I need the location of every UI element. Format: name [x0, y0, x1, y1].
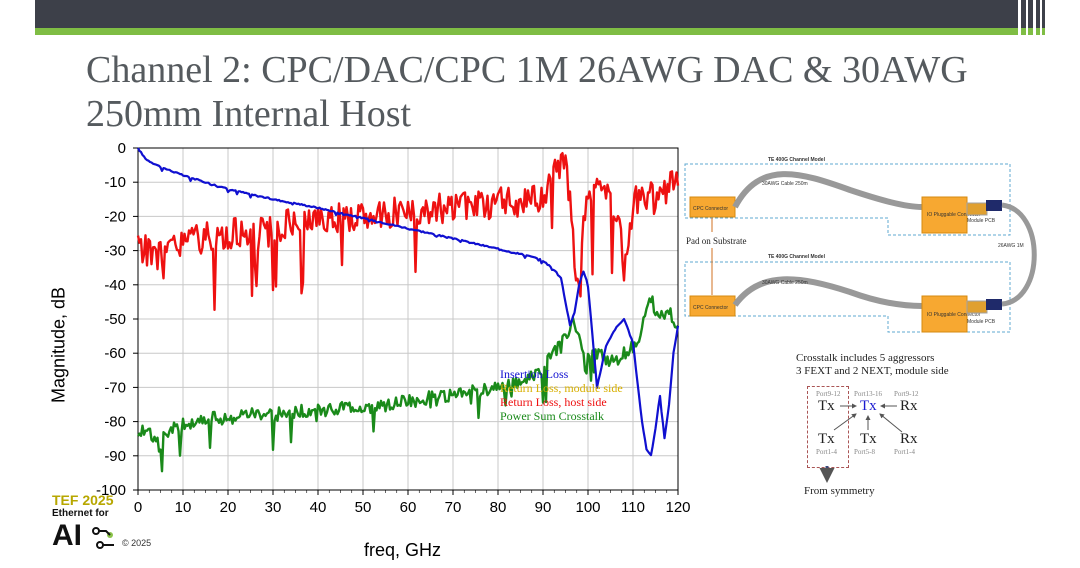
port-label: Port1-4 — [894, 448, 915, 456]
logo-line-2: Ethernet for — [52, 508, 109, 519]
rx-node: Rx — [900, 431, 918, 447]
x-tick-label: 20 — [220, 499, 237, 516]
y-tick-label: -80 — [104, 414, 126, 431]
y-tick-label: -50 — [104, 311, 126, 328]
tef-logo: TEF 2025 Ethernet for AI © 2025 — [52, 493, 152, 565]
module-pcb-top: Module PCB — [967, 218, 996, 224]
svg-text:CPC Connector: CPC Connector — [693, 206, 728, 212]
victim-tx-node: Tx — [860, 398, 877, 414]
x-tick-label: 10 — [175, 499, 192, 516]
port-label: Port13-16 — [854, 390, 882, 398]
port-label: Port9-12 — [816, 390, 841, 398]
logo-line-1: TEF 2025 — [52, 492, 114, 508]
pad-label: Pad on Substrate — [686, 236, 747, 246]
title-line-2: 250mm Internal Host — [86, 93, 412, 135]
svg-text:CPC Connector: CPC Connector — [693, 305, 728, 311]
corner-stripes — [1008, 0, 1045, 35]
cable-top — [732, 171, 923, 210]
slide-title: Channel 2: CPC/DAC/CPC 1M 26AWG DAC & 30… — [86, 48, 1046, 136]
port-label: Port5-8 — [854, 448, 875, 456]
y-tick-label: -30 — [104, 243, 126, 260]
title-line-1: Channel 2: CPC/DAC/CPC 1M 26AWG DAC & 30… — [86, 49, 968, 91]
svg-text:IO Pluggable Connector: IO Pluggable Connector — [927, 212, 981, 218]
copyright: © 2025 — [122, 538, 152, 548]
module-pcb-bottom: Module PCB — [967, 319, 996, 325]
port-label: Port1-4 — [816, 448, 837, 456]
x-tick-label: 80 — [490, 499, 507, 516]
circuit-icon — [92, 527, 114, 549]
series-line-3 — [136, 152, 680, 311]
dac-label: 26AWG 1M — [998, 243, 1024, 249]
io-connector-top — [921, 196, 968, 234]
cable-label-top: 30AWG Cable 250m — [762, 181, 808, 187]
symmetry-note: From symmetry — [804, 485, 875, 497]
series-line-1 — [137, 147, 680, 457]
model-title-bottom: TE 400G Channel Model — [768, 254, 826, 260]
y-tick-label: 0 — [118, 140, 126, 157]
y-tick-label: -10 — [104, 174, 126, 191]
rx-node: Rx — [900, 398, 918, 414]
plot-border — [137, 147, 679, 491]
y-tick-label: -60 — [104, 345, 126, 362]
y-tick-label: -40 — [104, 277, 126, 294]
dac-cable — [1001, 202, 1037, 307]
tx-node: Tx — [818, 398, 835, 414]
cpc-connector-bottom — [689, 295, 736, 317]
cable-label-bottom: 30AWG Cable 250m — [762, 280, 808, 286]
crosstalk-arrows — [819, 403, 903, 483]
x-tick-label: 100 — [575, 499, 600, 516]
tx-node: Tx — [818, 431, 835, 447]
legend-entry: Return Loss, module side — [500, 381, 623, 395]
tx-node: Tx — [860, 431, 877, 447]
y-tick-label: -90 — [104, 448, 126, 465]
y-tick-label: -100 — [96, 482, 126, 499]
y-tick-label: -20 — [104, 208, 126, 225]
logo-line-3: AI — [52, 519, 82, 552]
x-tick-label: 60 — [400, 499, 417, 516]
crosstalk-line-2: 3 FEXT and 2 NEXT, module side — [796, 365, 949, 377]
legend-entry: Return Loss, host side — [500, 395, 607, 409]
y-axis-label: Magnitude, dB — [48, 286, 69, 404]
x-tick-label: 50 — [355, 499, 372, 516]
x-tick-label: 0 — [134, 499, 142, 516]
x-axis-label: freq, GHz — [363, 540, 442, 560]
x-tick-label: 70 — [445, 499, 462, 516]
legend-entry: Insertion Loss — [500, 367, 569, 381]
accent-bar — [35, 28, 1045, 35]
cable-bottom — [732, 276, 923, 309]
legend-entry: Power Sum Crosstalk — [500, 409, 604, 423]
x-tick-label: 30 — [265, 499, 282, 516]
model-title-top: TE 400G Channel Model — [768, 157, 826, 163]
x-tick-label: 120 — [665, 499, 690, 516]
io-connector-bottom — [921, 295, 968, 333]
svg-text:IO Pluggable Connector: IO Pluggable Connector — [927, 312, 981, 318]
crosstalk-diagram: Crosstalk includes 5 aggressors 3 FEXT a… — [790, 352, 1050, 512]
x-tick-label: 110 — [621, 499, 645, 516]
top-bar — [35, 0, 1045, 28]
chart: 0 10 20 30 40 50 60 70 80 90 100 110 120 0 -10 -20 -30 -4… — [96, 140, 691, 516]
series-line-4 — [137, 295, 679, 473]
port-label: Port9-12 — [894, 390, 919, 398]
channel-diagram: TE 400G Channel Model CPC Connector 30AW… — [684, 157, 1037, 333]
crosstalk-line-1: Crosstalk includes 5 aggressors — [796, 352, 935, 364]
y-tick-label: -70 — [104, 379, 126, 396]
x-tick-label: 40 — [310, 499, 327, 516]
x-tick-label: 90 — [535, 499, 552, 516]
